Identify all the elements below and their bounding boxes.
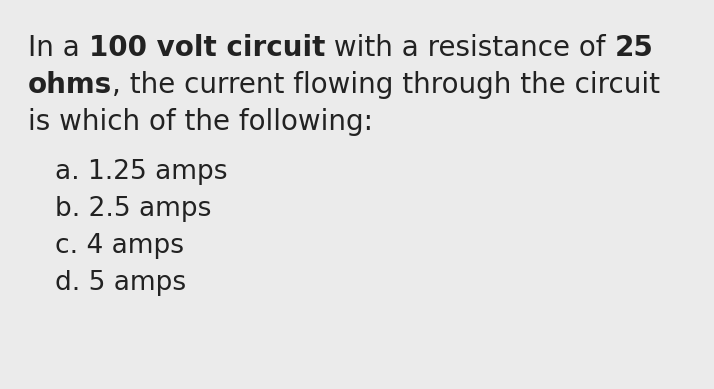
Text: a. 1.25 amps: a. 1.25 amps <box>55 159 228 185</box>
Text: c. 4 amps: c. 4 amps <box>55 233 184 259</box>
Text: b. 2.5 amps: b. 2.5 amps <box>55 196 211 222</box>
Text: 25: 25 <box>614 34 653 62</box>
Text: , the current flowing through the circuit: , the current flowing through the circui… <box>112 71 660 99</box>
Text: d. 5 amps: d. 5 amps <box>55 270 186 296</box>
Text: is which of the following:: is which of the following: <box>28 108 373 136</box>
Text: In a: In a <box>28 34 89 62</box>
Text: 100 volt circuit: 100 volt circuit <box>89 34 325 62</box>
Text: with a resistance of: with a resistance of <box>325 34 614 62</box>
Text: ohms: ohms <box>28 71 112 99</box>
